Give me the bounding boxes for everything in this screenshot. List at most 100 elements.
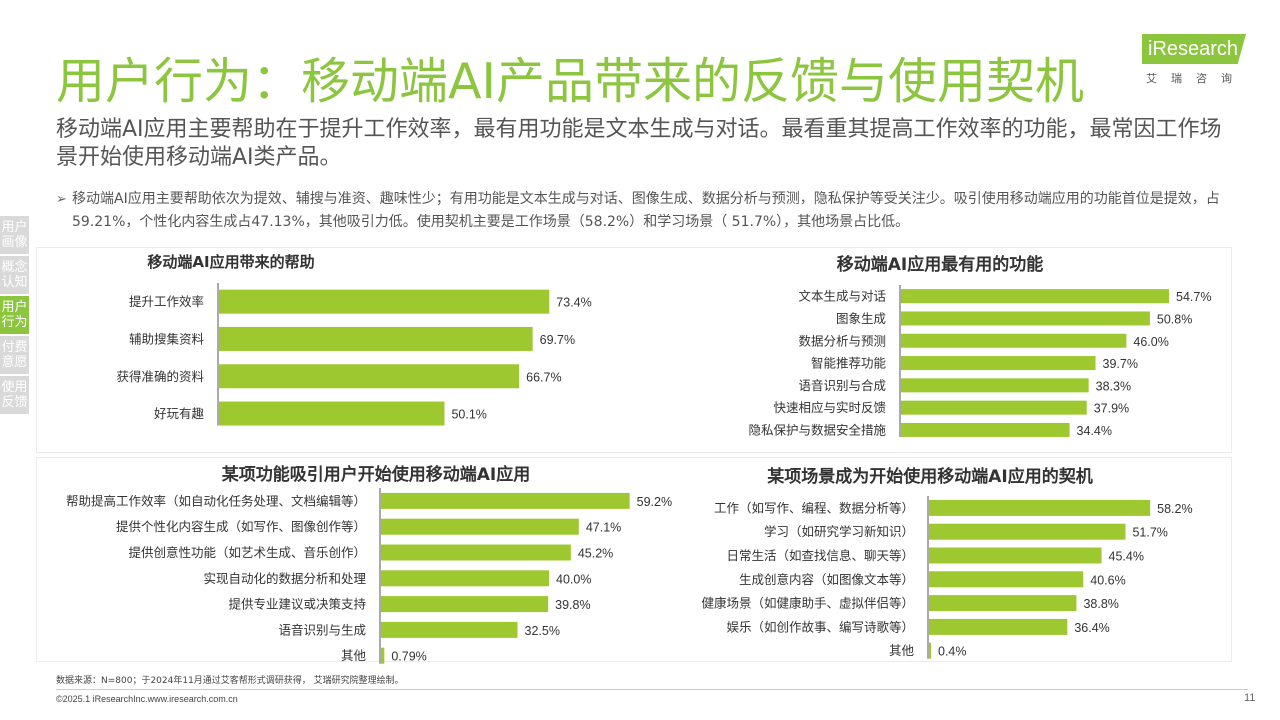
bar: [929, 547, 1102, 564]
bar: [901, 311, 1150, 326]
category-label: 好玩有趣: [154, 406, 205, 421]
bar: [929, 571, 1084, 588]
bar: [381, 596, 549, 613]
category-label: 实现自动化的数据分析和处理: [203, 571, 366, 586]
category-label: 智能推荐功能: [811, 356, 887, 371]
summary-bullet: ➢ 移动端AI应用主要帮助依次为提效、辅搜与准资、趣味性少；有用功能是文本生成与…: [56, 188, 1226, 234]
value-label: 50.1%: [451, 408, 486, 422]
footer-divider: [56, 689, 1248, 690]
value-label: 38.3%: [1096, 379, 1131, 393]
side-nav-item-awareness[interactable]: 概念认知: [0, 256, 29, 294]
category-label: 其他: [889, 643, 915, 658]
summary-text: 移动端AI应用主要帮助依次为提效、辅搜与准资、趣味性少；有用功能是文本生成与对话…: [72, 191, 1220, 230]
value-label: 0.4%: [938, 645, 967, 659]
value-label: 40.6%: [1090, 573, 1125, 587]
value-label: 45.2%: [578, 547, 613, 561]
bar: [381, 621, 518, 638]
chart-title: 移动端AI应用带来的帮助: [147, 253, 314, 271]
value-label: 73.4%: [556, 296, 591, 310]
bar: [901, 422, 1070, 437]
value-label: 39.7%: [1103, 357, 1138, 371]
value-label: 50.8%: [1157, 312, 1192, 326]
logo-subtitle: 艾瑞咨询: [1146, 72, 1246, 85]
value-label: 51.7%: [1132, 526, 1167, 540]
chart-title: 某项功能吸引用户开始使用移动端AI应用: [222, 464, 530, 485]
category-label: 辅助搜集资料: [129, 331, 205, 346]
copyright-text: ©2025.1 iResearchInc.www.iresearch.com.c…: [56, 694, 238, 704]
chart-title: 某项场景成为开始使用移动端AI应用的契机: [767, 466, 1092, 487]
bar: [381, 518, 579, 535]
side-nav-item-payment[interactable]: 付费意愿: [0, 336, 29, 374]
bar: [381, 647, 385, 664]
data-source-note: 数据来源：N=800；于2024年11月通过艾客帮形式调研获得， 艾瑞研究院整理…: [56, 676, 404, 686]
category-label: 语音识别与生成: [278, 622, 366, 637]
value-label: 45.4%: [1109, 550, 1144, 564]
bar: [901, 400, 1087, 415]
value-label: 69.7%: [540, 333, 575, 347]
value-label: 38.8%: [1083, 597, 1118, 611]
category-label: 语音识别与合成: [798, 378, 886, 393]
value-label: 59.2%: [637, 495, 672, 509]
value-label: 0.79%: [391, 650, 426, 664]
value-label: 36.4%: [1074, 621, 1109, 635]
bar: [219, 289, 550, 314]
bar: [381, 570, 549, 587]
category-label: 学习（如研究学习新知识）: [764, 524, 914, 539]
bar: [901, 378, 1089, 393]
category-label: 日常生活（如查找信息、聊天等）: [726, 548, 914, 563]
category-label: 快速相应与实时反馈: [773, 400, 886, 415]
bar: [901, 333, 1127, 348]
side-nav-item-profile[interactable]: 用户画像: [0, 216, 29, 254]
category-label: 图象生成: [836, 311, 886, 326]
logo-wordmark: iResearch: [1142, 34, 1246, 64]
value-label: 34.4%: [1077, 424, 1112, 438]
side-navigation: 用户画像 概念认知 用户行为 付费意愿 使用反馈: [0, 216, 29, 416]
category-label: 工作（如写作、编程、数据分析等）: [714, 500, 914, 515]
page-title: 用户行为：移动端AI产品带来的反馈与使用契机: [56, 53, 1084, 110]
category-label: 文本生成与对话: [798, 289, 886, 304]
value-label: 58.2%: [1157, 502, 1192, 516]
value-label: 39.8%: [555, 598, 590, 612]
page-subtitle: 移动端AI应用主要帮助在于提升工作效率，最有用功能是文本生成与对话。最看重其提高…: [56, 117, 1222, 170]
bar: [381, 492, 630, 509]
value-label: 54.7%: [1176, 290, 1211, 304]
bar: [929, 618, 1068, 635]
chart-attracting-functions: 某项功能吸引用户开始使用移动端AI应用帮助提高工作效率（如自动化任务处理、文档编…: [66, 464, 672, 664]
bar: [219, 326, 533, 351]
category-label: 其他: [341, 648, 367, 663]
bar: [219, 364, 520, 389]
bar: [901, 289, 1170, 304]
value-label: 66.7%: [526, 370, 561, 384]
chart-title: 移动端AI应用最有用的功能: [837, 254, 1043, 275]
value-label: 37.9%: [1094, 402, 1129, 416]
brand-logo: iResearch 艾瑞咨询: [1142, 34, 1252, 85]
category-label: 隐私保护与数据安全措施: [748, 422, 886, 437]
category-label: 获得准确的资料: [116, 369, 204, 384]
bar: [219, 401, 445, 426]
bullet-arrow-icon: ➢: [56, 192, 67, 207]
bar: [929, 523, 1126, 540]
bar: [929, 642, 931, 659]
category-label: 娱乐（如创作故事、编写诗歌等）: [726, 619, 914, 634]
bar: [901, 356, 1096, 371]
bar: [929, 499, 1151, 516]
page-number: 11: [1244, 692, 1256, 704]
category-label: 数据分析与预测: [798, 333, 886, 348]
category-label: 帮助提高工作效率（如自动化任务处理、文档编辑等）: [66, 493, 366, 508]
category-label: 提升工作效率: [129, 294, 204, 309]
category-label: 健康场景（如健康助手、虚拟伴侣等）: [701, 596, 914, 611]
category-label: 提供专业建议或决策支持: [228, 597, 366, 612]
value-label: 46.0%: [1133, 335, 1168, 349]
value-label: 40.0%: [556, 572, 591, 586]
bar: [381, 544, 571, 561]
side-nav-item-feedback[interactable]: 使用反馈: [0, 376, 29, 414]
side-nav-item-behavior[interactable]: 用户行为: [0, 296, 29, 334]
category-label: 提供个性化内容生成（如写作、图像创作等）: [116, 519, 366, 534]
bar: [929, 595, 1077, 612]
value-label: 47.1%: [586, 521, 621, 535]
value-label: 32.5%: [525, 624, 560, 638]
category-label: 生成创意内容（如图像文本等）: [739, 572, 914, 587]
